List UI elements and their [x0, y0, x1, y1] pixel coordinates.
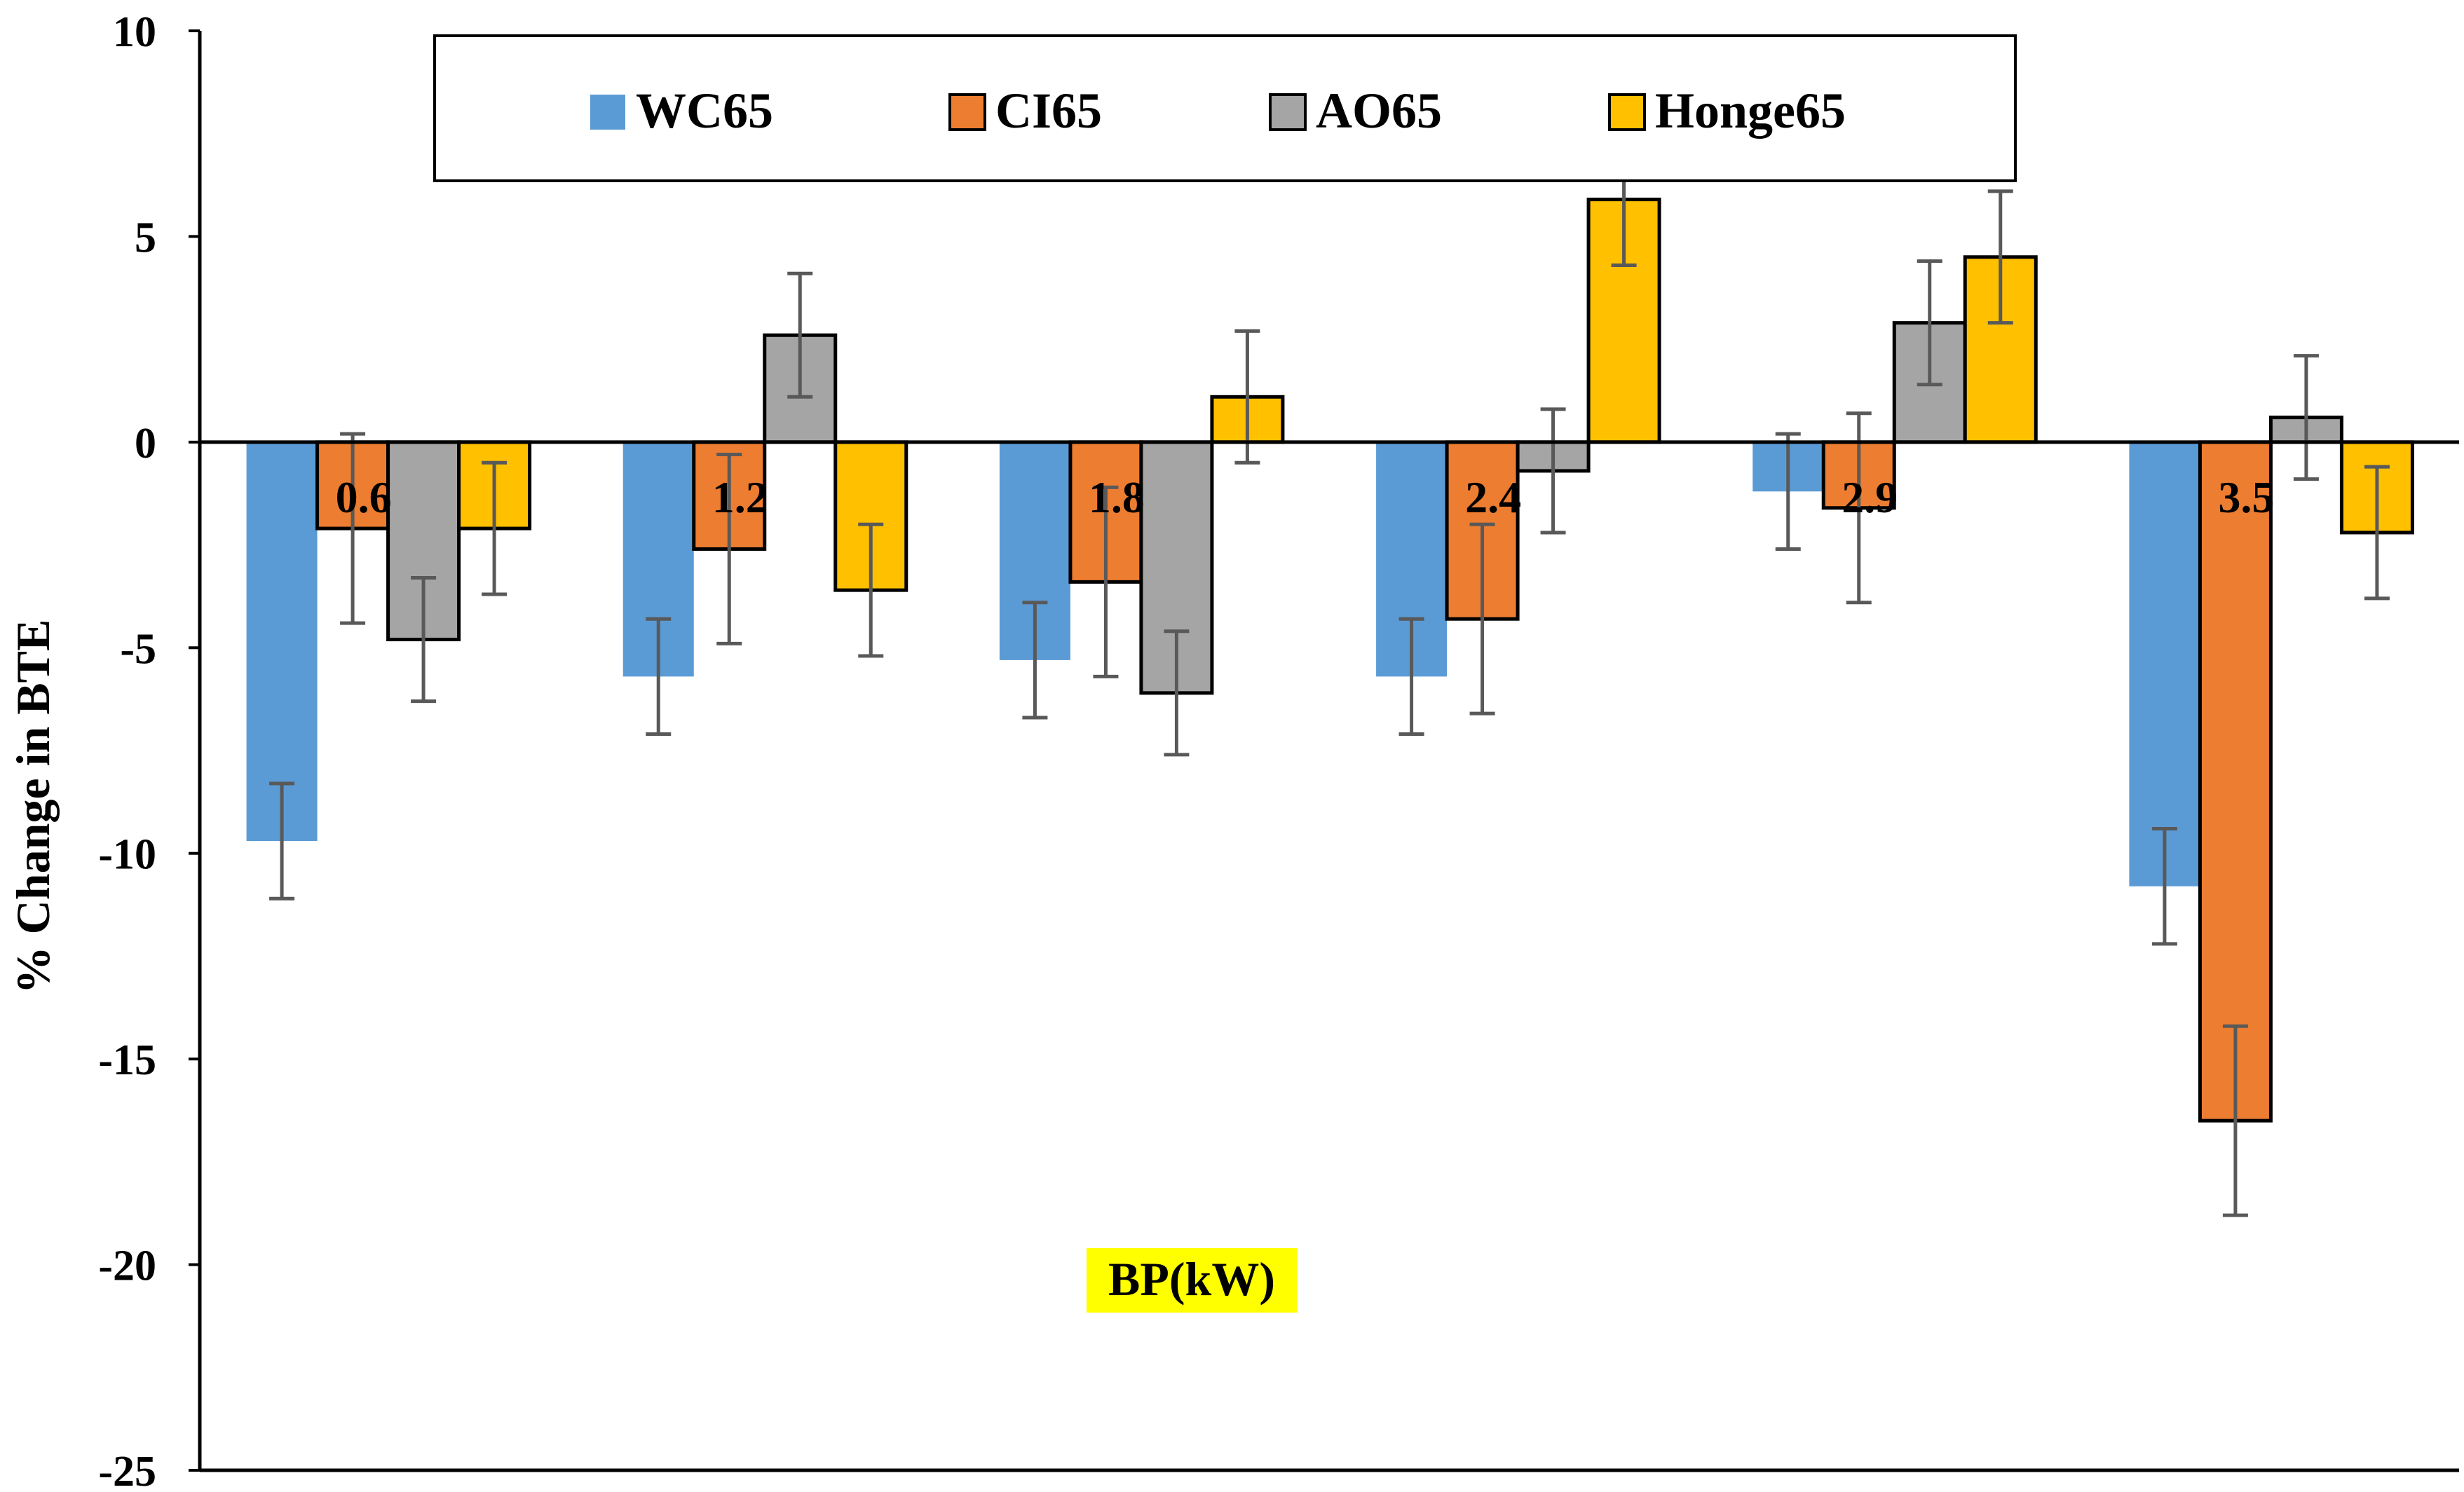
- legend-label-CI65: CI65: [995, 83, 1102, 139]
- y-tick-label-10: 10: [113, 8, 156, 56]
- legend-label-Honge65: Honge65: [1655, 83, 1846, 139]
- legend-box: [433, 34, 2017, 182]
- bar-WC65-3.5: [2129, 442, 2200, 887]
- bar-AO65-0.6: [386, 440, 461, 642]
- category-labels-layer: 0.6 1.2 1.8 2.4 2.9 3.5: [336, 472, 2275, 522]
- legend-label-AO65: AO65: [1316, 83, 1442, 139]
- y-tick-label-5: 5: [135, 214, 156, 261]
- bar-WC65-0.6: [246, 442, 318, 842]
- legend-label-WC65: WC65: [636, 83, 773, 139]
- y-tick-label--20: -20: [98, 1243, 156, 1290]
- y-axis-label: % Change in BTE: [6, 620, 60, 994]
- legend: WC65 CI65 AO65 Honge65: [433, 34, 2017, 182]
- y-tick-labels-layer: -25 -20 -15 -10 -5 0 5 10: [98, 8, 156, 1492]
- category-label-1.2: 1.2: [712, 472, 768, 522]
- y-tick-label-0: 0: [135, 420, 156, 467]
- y-tick-label--10: -10: [98, 831, 156, 879]
- x-axis-label: BP(kW): [1108, 1252, 1275, 1306]
- y-tick-label--15: -15: [98, 1036, 156, 1084]
- y-axis-label-group: % Change in BTE: [6, 620, 60, 994]
- category-label-2.4: 2.4: [1465, 472, 1521, 522]
- axes-layer: [189, 29, 2459, 1472]
- legend-swatch-CI65: [948, 93, 986, 131]
- x-axis-label-group: BP(kW): [1087, 1248, 1297, 1313]
- x-axis-label-highlight: [1087, 1248, 1297, 1313]
- legend-swatch-WC65: [590, 95, 625, 130]
- category-label-3.5: 3.5: [2218, 472, 2274, 522]
- y-tick-label--5: -5: [120, 625, 156, 673]
- error-bars-layer: [269, 132, 2390, 1217]
- y-tick-label--25: -25: [98, 1448, 156, 1492]
- category-label-1.8: 1.8: [1089, 472, 1145, 522]
- bar-CI65-3.5: [2198, 440, 2273, 1123]
- legend-swatch-Honge65: [1608, 93, 1646, 131]
- category-label-2.9: 2.9: [1842, 472, 1898, 522]
- category-label-0.6: 0.6: [336, 472, 392, 522]
- legend-swatch-AO65: [1269, 93, 1307, 131]
